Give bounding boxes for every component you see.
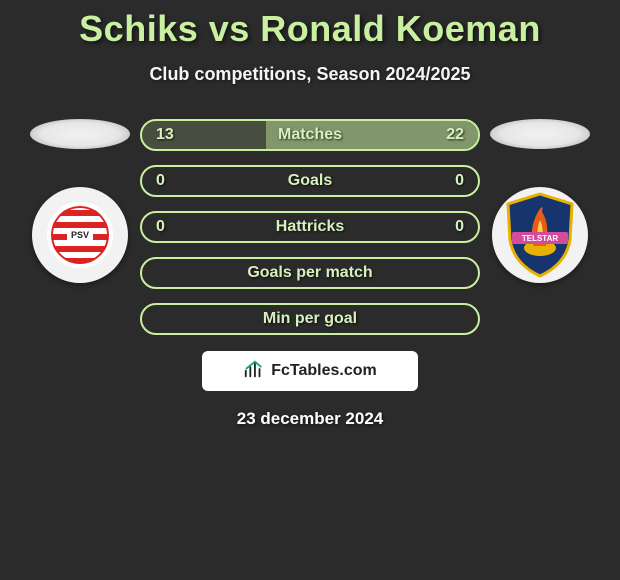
- stat-row-goals: 0 Goals 0: [140, 165, 480, 197]
- snapshot-date: 23 december 2024: [0, 409, 620, 429]
- stat-left-value: 13: [156, 126, 174, 144]
- stat-row-mpg: Min per goal: [140, 303, 480, 335]
- comparison-card: Schiks vs Ronald Koeman Club competition…: [0, 0, 620, 580]
- player-placeholder-right: [490, 119, 590, 149]
- stats-list: 13 Matches 22 0 Goals 0 0 Hattricks 0: [140, 119, 480, 335]
- stats-body: 13 Matches 22 0 Goals 0 0 Hattricks 0: [0, 119, 620, 335]
- brand-link[interactable]: FcTables.com: [202, 351, 418, 391]
- stat-row-hattricks: 0 Hattricks 0: [140, 211, 480, 243]
- stat-label: Hattricks: [276, 218, 344, 236]
- stat-label: Goals: [288, 172, 332, 190]
- page-title: Schiks vs Ronald Koeman: [0, 0, 620, 50]
- chart-icon: [243, 358, 265, 385]
- stat-label: Goals per match: [247, 264, 372, 282]
- svg-text:TELSTAR: TELSTAR: [522, 234, 559, 243]
- stat-row-gpm: Goals per match: [140, 257, 480, 289]
- right-club-badge[interactable]: TELSTAR: [492, 187, 588, 283]
- stat-left-fill: 13: [142, 121, 266, 149]
- right-club-column: TELSTAR: [480, 119, 600, 283]
- stat-right-value: 0: [455, 172, 464, 190]
- page-subtitle: Club competitions, Season 2024/2025: [0, 64, 620, 85]
- stat-left-value: 0: [156, 218, 165, 236]
- player-placeholder-left: [30, 119, 130, 149]
- psv-icon: [47, 202, 113, 268]
- stat-row-matches: 13 Matches 22: [140, 119, 480, 151]
- telstar-icon: TELSTAR: [504, 192, 576, 278]
- stat-right-fill: 22: [266, 121, 478, 149]
- stat-label: Min per goal: [263, 310, 357, 328]
- left-club-badge[interactable]: [32, 187, 128, 283]
- stat-right-value: 0: [455, 218, 464, 236]
- stat-left-value: 0: [156, 172, 165, 190]
- left-club-column: [20, 119, 140, 283]
- brand-label: FcTables.com: [271, 362, 377, 380]
- stat-right-value: 22: [446, 126, 464, 144]
